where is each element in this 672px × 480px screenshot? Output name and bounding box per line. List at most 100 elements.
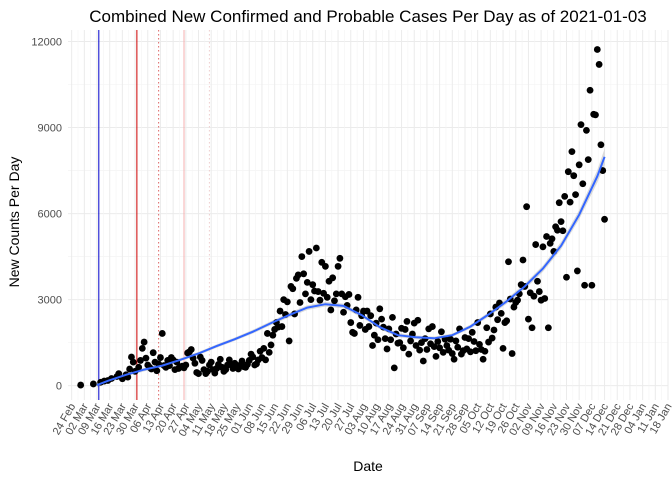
data-point xyxy=(467,348,474,356)
data-point xyxy=(260,344,268,352)
data-point xyxy=(303,279,311,286)
data-point xyxy=(331,297,338,305)
data-point xyxy=(525,315,532,323)
data-point xyxy=(532,241,540,248)
trend-line xyxy=(96,156,606,387)
data-point xyxy=(387,336,395,344)
data-point xyxy=(285,337,293,345)
data-point xyxy=(305,248,313,255)
data-point xyxy=(312,244,320,252)
data-point xyxy=(314,288,322,295)
data-point xyxy=(153,367,161,375)
data-point xyxy=(579,180,587,188)
data-point xyxy=(508,350,516,357)
data-point xyxy=(454,343,462,351)
data-point xyxy=(439,348,447,356)
data-point xyxy=(430,343,438,351)
data-point xyxy=(581,281,589,289)
data-point xyxy=(586,86,594,94)
data-point xyxy=(300,270,308,278)
data-point xyxy=(519,256,527,264)
data-point xyxy=(336,254,344,262)
data-point xyxy=(544,324,552,332)
data-point xyxy=(505,258,512,266)
data-point xyxy=(570,172,578,180)
data-point xyxy=(476,340,483,348)
smooth-trend xyxy=(96,156,606,387)
data-point xyxy=(434,338,442,345)
data-point xyxy=(548,235,556,243)
data-point xyxy=(399,344,407,352)
data-point xyxy=(369,342,376,349)
data-point xyxy=(289,285,297,293)
data-point xyxy=(365,323,373,330)
data-point xyxy=(351,330,358,337)
y-tick-label: 12000 xyxy=(31,36,62,48)
data-point xyxy=(142,354,150,362)
data-point xyxy=(302,290,309,298)
data-point xyxy=(135,363,143,371)
data-point xyxy=(452,337,460,345)
data-point xyxy=(216,355,224,363)
data-point xyxy=(77,381,85,389)
data-point xyxy=(128,353,135,361)
data-point xyxy=(195,370,202,378)
data-point xyxy=(528,324,536,332)
data-point xyxy=(238,357,246,365)
data-point xyxy=(436,344,444,352)
data-point xyxy=(198,357,206,364)
data-point xyxy=(370,331,378,339)
vertical-lines xyxy=(98,30,210,400)
data-point xyxy=(381,335,389,343)
data-point xyxy=(559,227,567,235)
data-point xyxy=(468,328,476,336)
data-point xyxy=(298,253,306,260)
data-point xyxy=(514,296,521,304)
data-point xyxy=(419,357,427,365)
data-point xyxy=(374,336,382,344)
data-point xyxy=(323,293,331,301)
data-point xyxy=(182,361,190,369)
data-point xyxy=(479,355,487,363)
data-point xyxy=(225,356,233,364)
data-point xyxy=(497,309,505,317)
data-point xyxy=(414,316,422,324)
data-point xyxy=(263,330,271,337)
chart-title: Combined New Confirmed and Probable Case… xyxy=(89,7,647,26)
data-point xyxy=(89,380,97,388)
data-point xyxy=(450,355,458,363)
data-point xyxy=(296,299,304,306)
data-point xyxy=(530,292,538,300)
data-point xyxy=(601,215,608,223)
data-point xyxy=(283,298,291,306)
y-axis: 0 3000 6000 9000 12000 xyxy=(31,36,62,392)
data-point xyxy=(396,339,404,347)
data-point xyxy=(557,218,565,225)
data-point xyxy=(207,358,215,366)
data-point xyxy=(554,226,561,234)
data-point xyxy=(566,198,574,206)
data-point xyxy=(539,243,547,251)
data-point xyxy=(354,293,362,301)
data-point xyxy=(577,121,585,129)
data-point xyxy=(470,338,478,345)
data-point xyxy=(595,61,603,68)
data-point xyxy=(140,338,148,346)
data-points xyxy=(77,46,608,389)
data-point xyxy=(367,312,375,320)
y-tick-label: 9000 xyxy=(38,123,62,135)
data-point xyxy=(438,328,445,336)
data-point xyxy=(138,344,146,352)
data-point xyxy=(503,317,511,325)
data-point xyxy=(249,353,257,361)
y-tick-label: 6000 xyxy=(38,209,62,221)
data-point xyxy=(278,323,286,330)
data-point xyxy=(340,308,347,316)
data-point xyxy=(490,326,498,334)
data-point xyxy=(129,358,137,366)
data-point xyxy=(573,267,581,275)
data-point xyxy=(472,347,480,355)
data-point xyxy=(564,168,572,176)
data-point xyxy=(407,337,414,345)
